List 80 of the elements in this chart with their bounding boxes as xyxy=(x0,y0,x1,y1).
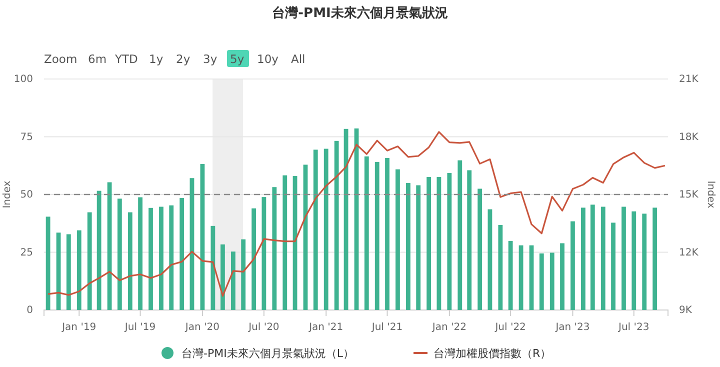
bar xyxy=(128,212,132,310)
x-tick-label: Jul '22 xyxy=(494,322,526,333)
y-tick-label: 75 xyxy=(20,132,33,143)
bar xyxy=(374,162,380,310)
bar xyxy=(180,198,184,310)
bar xyxy=(529,245,534,310)
bar xyxy=(416,185,421,310)
bar xyxy=(560,243,564,310)
bar xyxy=(230,252,236,310)
y2-tick-label: 12K xyxy=(679,247,699,258)
x-tick-label: Jul '19 xyxy=(124,322,156,333)
x-tick-label: Jan '22 xyxy=(431,322,466,333)
x-tick-label: Jan '23 xyxy=(554,322,590,333)
bar xyxy=(66,234,71,310)
x-tick-label: Jan '20 xyxy=(184,322,220,333)
y-tick-label: 0 xyxy=(26,305,33,316)
bar xyxy=(426,176,432,310)
bar xyxy=(241,239,246,310)
bar xyxy=(611,222,616,310)
bar xyxy=(478,188,482,310)
bar xyxy=(262,197,266,310)
bar xyxy=(570,221,575,310)
bar xyxy=(622,206,626,310)
bar xyxy=(550,252,554,310)
bar xyxy=(539,253,544,310)
legend-label: 台灣加權股價指數（R） xyxy=(434,347,552,360)
bar xyxy=(406,182,410,310)
y-tick-label: 25 xyxy=(20,247,33,258)
y2-tick-label: 18K xyxy=(679,132,699,143)
x-tick-label: Jan '21 xyxy=(308,322,344,333)
legend-label: 台灣-PMI未來六個月景氣狀況（L） xyxy=(182,347,354,360)
bar xyxy=(76,230,82,310)
bar xyxy=(46,216,50,310)
y-tick-label: 100 xyxy=(14,74,33,86)
bar xyxy=(508,240,513,310)
bar xyxy=(159,206,164,310)
bar xyxy=(282,175,288,310)
bar xyxy=(252,208,256,310)
x-tick-label: Jul '21 xyxy=(370,322,403,333)
bar xyxy=(642,214,647,310)
bar xyxy=(488,209,492,310)
y-tick-label: 50 xyxy=(20,190,33,201)
bar xyxy=(467,170,472,310)
bar xyxy=(396,169,400,310)
bar xyxy=(436,176,442,310)
range-selector: Zoom 6m YTD 1y 2y 3y 5y 10y All xyxy=(44,50,306,67)
bar xyxy=(652,208,658,310)
bar xyxy=(600,206,606,310)
bar xyxy=(364,156,369,310)
bar xyxy=(87,212,92,310)
bar xyxy=(117,198,122,310)
bar xyxy=(385,158,390,310)
bar xyxy=(96,190,102,310)
chart-title: 台灣-PMI未來六個月景氣狀況 xyxy=(272,5,448,21)
bar xyxy=(458,160,462,310)
bar xyxy=(200,164,205,310)
bar xyxy=(220,244,225,310)
bar xyxy=(498,224,503,310)
y-axis-title: Index xyxy=(2,180,13,208)
bar xyxy=(148,208,153,310)
bar xyxy=(210,226,216,310)
x-tick-label: Jul '20 xyxy=(248,322,280,333)
bar xyxy=(590,204,595,310)
bar xyxy=(632,211,636,310)
bar xyxy=(447,173,452,310)
bar xyxy=(518,245,524,310)
bar xyxy=(324,148,328,310)
bar xyxy=(313,150,318,310)
bar xyxy=(334,140,339,310)
y2-axis-title: Index xyxy=(705,180,716,208)
y2-tick-label: 9K xyxy=(679,305,692,316)
bar xyxy=(138,197,142,310)
line-series xyxy=(47,131,666,297)
bar xyxy=(272,187,277,310)
x-tick-label: Jul '23 xyxy=(618,322,650,333)
y2-tick-label: 15K xyxy=(679,190,699,201)
x-tick-label: Jan '19 xyxy=(61,322,96,333)
bar xyxy=(169,205,174,310)
bar xyxy=(581,208,586,310)
y2-tick-label: 21K xyxy=(679,74,699,86)
